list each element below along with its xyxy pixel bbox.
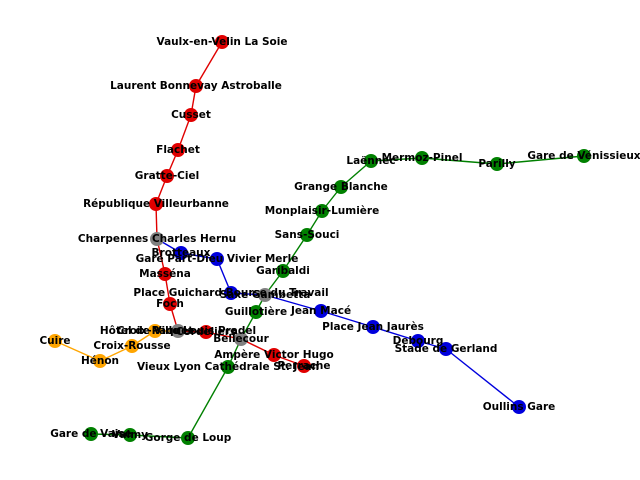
line-b-segment-stadegerland-oullins (445, 348, 520, 408)
station-label-croixrousse: Croix-Rousse (93, 340, 170, 352)
station-label-cordeliers: Cordeliers (176, 326, 236, 338)
station-node-croixpaquet[interactable] (148, 324, 162, 338)
station-node-cuire[interactable] (48, 334, 62, 348)
station-node-cusset[interactable] (184, 108, 198, 122)
station-label-cusset: Cusset (171, 109, 211, 121)
station-node-grangeblanche[interactable] (334, 180, 348, 194)
station-node-foch[interactable] (163, 297, 177, 311)
station-label-ampere: Ampère Victor Hugo (214, 349, 333, 361)
line-a-segment-vaulx-bonnevay (195, 41, 223, 87)
station-label-perrache: Perrache (277, 360, 330, 372)
station-node-massena[interactable] (158, 267, 172, 281)
station-node-sanssouci[interactable] (300, 228, 314, 242)
station-label-venissieux: Gare de Vénissieux (527, 150, 640, 162)
station-label-brotteaux: Brotteaux (152, 247, 211, 259)
station-node-jeanmace[interactable] (314, 304, 328, 318)
line-d-segment-parilly-venissieux (496, 155, 585, 165)
station-label-cuire: Cuire (39, 335, 70, 347)
line-d-segment-garibaldi-sanssouci (282, 234, 308, 272)
station-label-massena: Masséna (139, 268, 191, 280)
station-node-flachet[interactable] (171, 143, 185, 157)
station-label-placejj: Place Jean Jaurès (322, 321, 424, 333)
station-label-sanssouci: Sans-Souci (275, 229, 340, 241)
station-node-croixrousse[interactable] (125, 339, 139, 353)
station-node-mermoz[interactable] (415, 151, 429, 165)
station-label-saxe: Saxe Gambetta (220, 289, 311, 301)
station-labels: Vaulx-en-Velin La Soie Laurent Bonnevay A… (39, 36, 640, 444)
station-label-bonnevay: Laurent Bonnevay Astroballe (110, 80, 282, 92)
station-label-croixpaquet: Croix-Paquet (117, 325, 193, 337)
station-node-placejj[interactable] (366, 320, 380, 334)
station-node-vieuxlyon[interactable] (221, 360, 235, 374)
station-node-republique[interactable] (149, 197, 163, 211)
station-node-gratteciel[interactable] (160, 169, 174, 183)
station-node-cordeliers[interactable] (199, 325, 213, 339)
station-label-oullins: Oullins Gare (483, 401, 556, 413)
station-node-stadegerland[interactable] (439, 342, 453, 356)
station-label-henon: Hénon (81, 355, 119, 367)
station-label-monplaisir: Monplaisir-Lumière (265, 205, 379, 217)
station-node-charpennes[interactable] (150, 232, 164, 246)
station-node-monplaisir[interactable] (315, 204, 329, 218)
station-label-foch: Foch (156, 298, 184, 310)
station-label-gratteciel: Gratte-Ciel (135, 170, 199, 182)
station-node-placeguichard[interactable] (224, 286, 238, 300)
station-node-venissieux[interactable] (577, 149, 591, 163)
line-c-segment-cuire-henon (54, 340, 101, 362)
station-node-bellecour[interactable] (234, 332, 248, 346)
station-node-gorgedeloup[interactable] (181, 431, 195, 445)
station-label-grangeblanche: Grange Blanche (294, 181, 388, 193)
station-node-laennec[interactable] (364, 154, 378, 168)
station-label-valmy: Valmy (112, 429, 148, 441)
line-d-segment-mermoz-parilly (421, 157, 498, 165)
station-label-laennec: Laënnec (346, 155, 395, 167)
station-label-debourg: Debourg (393, 335, 444, 347)
station-label-vaulx: Vaulx-en-Velin La Soie (157, 36, 288, 48)
station-label-mermoz: Mermoz-Pinel (382, 152, 463, 164)
station-node-garibaldi[interactable] (276, 264, 290, 278)
line-b-segment-placejj-debourg (372, 326, 419, 342)
station-label-republique: République Villeurbanne (83, 198, 229, 210)
station-node-hoteldeville[interactable] (171, 324, 185, 338)
station-label-garevaise: Gare de Vaise (50, 428, 132, 440)
line-d-segment-laennec-mermoz (370, 157, 423, 162)
station-node-garevaise[interactable] (84, 427, 98, 441)
station-label-guillotiere: Guillotière (225, 306, 287, 318)
line-b-segment-saxe-jeanmace (264, 294, 322, 312)
station-label-bellecour: Bellecour (213, 333, 269, 345)
station-label-gorgedeloup: Gorge de Loup (145, 432, 232, 444)
station-node-ampere[interactable] (267, 348, 281, 362)
station-node-partdieu[interactable] (210, 252, 224, 266)
station-label-stadegerland: Stade de Gerland (395, 343, 498, 355)
line-d-segment-gorgedeloup-vieuxlyon (187, 366, 229, 439)
station-node-bonnevay[interactable] (189, 79, 203, 93)
station-node-valmy[interactable] (123, 428, 137, 442)
station-node-brotteaux[interactable] (174, 246, 188, 260)
station-node-henon[interactable] (93, 354, 107, 368)
station-label-hoteldeville: Hôtel de Ville Louis Pradel (100, 325, 256, 337)
metro-stations (48, 35, 591, 445)
station-label-partdieu: Gare Part-Dieu Vivier Merle (136, 253, 299, 265)
station-label-jeanmace: Jean Macé (290, 305, 351, 317)
station-node-guillotiere[interactable] (249, 305, 263, 319)
station-node-debourg[interactable] (411, 334, 425, 348)
station-label-vieuxlyon: Vieux Lyon Cathédrale St. Jean (137, 361, 319, 373)
station-label-parilly: Parilly (478, 158, 515, 170)
station-label-garibaldi: Garibaldi (256, 265, 310, 277)
station-node-saxe[interactable] (258, 288, 272, 302)
station-label-charpennes: Charpennes Charles Hernu (78, 233, 236, 245)
station-node-oullins[interactable] (512, 400, 526, 414)
station-node-vaulx[interactable] (215, 35, 229, 49)
station-node-parilly[interactable] (490, 157, 504, 171)
station-node-perrache[interactable] (297, 359, 311, 373)
station-label-placeguichard: Place Guichard Bourse du Travail (133, 287, 328, 299)
line-d-segment-valmy-gorgedeloup (129, 434, 189, 439)
station-label-flachet: Flachet (156, 144, 200, 156)
line-b-segment-jeanmace-placejj (320, 310, 374, 328)
